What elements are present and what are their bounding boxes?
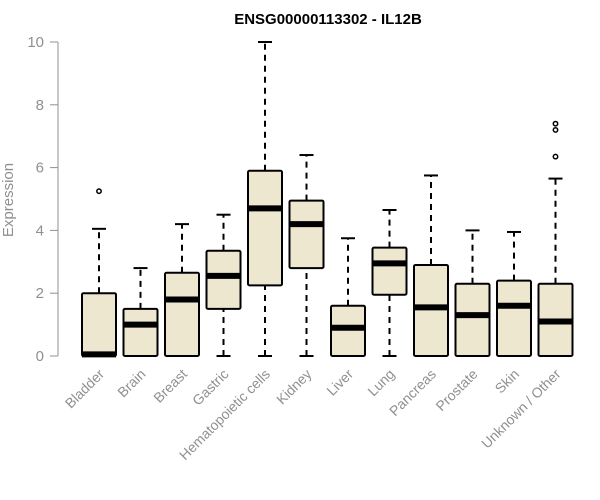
iqr-box bbox=[413, 263, 449, 357]
iqr-box bbox=[496, 279, 532, 358]
outlier-point bbox=[552, 120, 559, 127]
y-tick-label: 10 bbox=[27, 34, 44, 51]
y-tick-label: 8 bbox=[36, 97, 44, 114]
x-tick-label: Unknown / Other bbox=[478, 366, 564, 452]
y-tick-label: 2 bbox=[36, 285, 44, 302]
box-hematopoietic-cells bbox=[247, 41, 283, 357]
x-tick-label: Lung bbox=[364, 366, 397, 399]
box-breast bbox=[164, 223, 200, 358]
outlier-point bbox=[96, 188, 102, 195]
iqr-box bbox=[81, 292, 117, 358]
y-tick-label: 0 bbox=[36, 348, 44, 365]
iqr-box bbox=[164, 271, 200, 358]
x-tick-label: Prostate bbox=[432, 366, 480, 414]
y-axis: 0 2 4 6 8 10 bbox=[27, 34, 59, 365]
box-lung bbox=[371, 208, 408, 357]
y-axis-label: Expression bbox=[0, 163, 17, 237]
x-tick-label: Liver bbox=[323, 366, 356, 399]
iqr-box bbox=[454, 282, 491, 357]
box-skin bbox=[496, 230, 532, 358]
y-tick-label: 6 bbox=[36, 160, 44, 177]
box-pancreas bbox=[413, 174, 449, 357]
y-tick-label: 4 bbox=[36, 222, 44, 239]
iqr-box bbox=[205, 249, 242, 310]
x-tick-label: Skin bbox=[492, 366, 523, 397]
iqr-box bbox=[288, 199, 325, 270]
box-unknown-other bbox=[537, 120, 574, 357]
iqr-box bbox=[371, 246, 408, 296]
box-brain bbox=[122, 267, 159, 357]
boxes-group bbox=[81, 41, 574, 358]
box-kidney bbox=[288, 154, 325, 357]
x-tick-label: Brain bbox=[114, 366, 148, 400]
chart-title: ENSG00000113302 - IL12B bbox=[234, 11, 422, 28]
x-tick-label: Kidney bbox=[273, 366, 315, 408]
iqr-box bbox=[247, 169, 283, 287]
box-bladder bbox=[81, 188, 117, 358]
x-tick-label: Bladder bbox=[62, 366, 108, 412]
x-tick-label: Breast bbox=[150, 366, 190, 406]
outlier-point bbox=[552, 126, 559, 133]
outlier-point bbox=[552, 153, 559, 160]
box-liver bbox=[330, 237, 366, 358]
iqr-box bbox=[330, 304, 366, 358]
box-prostate bbox=[454, 229, 491, 357]
box-gastric bbox=[205, 213, 242, 357]
iqr-box bbox=[122, 307, 159, 357]
